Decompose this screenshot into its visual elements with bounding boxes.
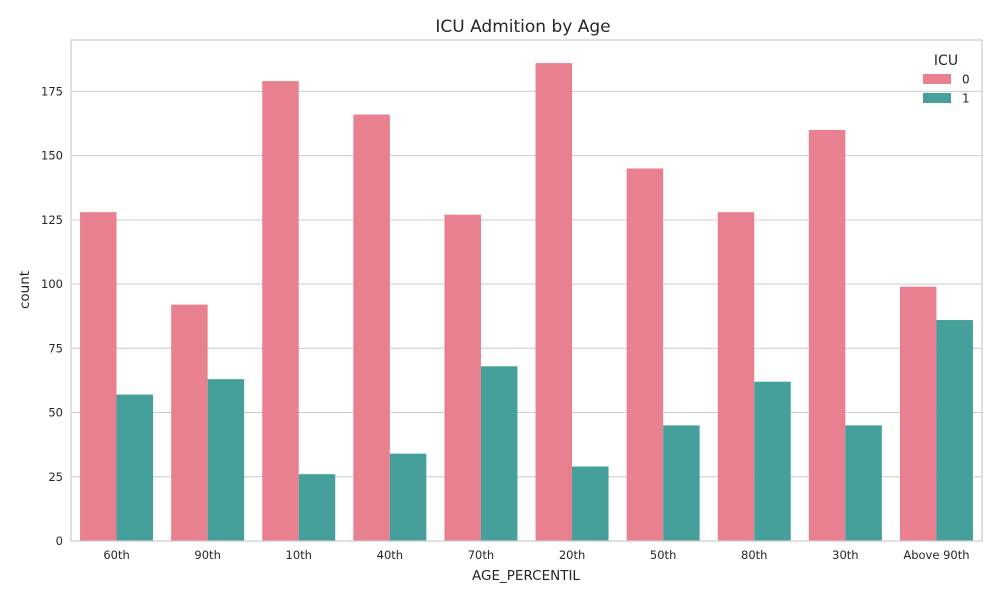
bar-20th-icu-0 bbox=[535, 63, 573, 541]
x-tick-label: 50th bbox=[650, 548, 676, 562]
bar-90th-icu-0 bbox=[171, 304, 208, 541]
x-tick-label: 90th bbox=[194, 548, 220, 562]
bar-30th-icu-0 bbox=[808, 129, 846, 541]
chart-title: ICU Admition by Age bbox=[435, 17, 610, 37]
x-tick-label: 30th bbox=[832, 548, 858, 562]
bar-10th-icu-1 bbox=[298, 474, 336, 541]
legend-title: ICU bbox=[934, 53, 958, 69]
bar-70th-icu-0 bbox=[444, 214, 481, 541]
bar-above-90th-icu-1 bbox=[936, 320, 973, 541]
bars-layer bbox=[80, 63, 973, 541]
bar-60th-icu-1 bbox=[116, 394, 154, 541]
x-tick-label: 10th bbox=[286, 548, 312, 562]
y-tick-label: 50 bbox=[48, 406, 63, 420]
bar-10th-icu-0 bbox=[262, 81, 299, 541]
bar-80th-icu-1 bbox=[754, 381, 791, 541]
x-tick-label: 80th bbox=[741, 548, 767, 562]
bar-40th-icu-1 bbox=[389, 453, 427, 541]
legend-items: 01 bbox=[923, 73, 970, 106]
y-tick-label: 25 bbox=[48, 470, 63, 484]
legend-swatch-0 bbox=[923, 74, 951, 84]
legend-swatch-1 bbox=[923, 93, 951, 103]
bar-90th-icu-1 bbox=[207, 379, 245, 541]
y-tick-label: 125 bbox=[41, 213, 63, 227]
bar-above-90th-icu-0 bbox=[899, 286, 937, 541]
x-axis-label: AGE_PERCENTIL bbox=[472, 568, 580, 584]
frame-layer bbox=[70, 39, 983, 542]
legend-label-0: 0 bbox=[962, 73, 970, 87]
x-tick-label: 40th bbox=[377, 548, 403, 562]
x-tick-label: Above 90th bbox=[903, 548, 969, 562]
ticks-layer: 0 25 50 75 100 125 150 175 60th 90th 10th 40th 70th 2… bbox=[41, 84, 969, 562]
y-tick-label: 175 bbox=[41, 84, 63, 98]
bar-60th-icu-0 bbox=[80, 212, 117, 541]
x-tick-label: 20th bbox=[559, 548, 585, 562]
legend-label-1: 1 bbox=[962, 92, 970, 106]
bar-80th-icu-0 bbox=[717, 212, 755, 541]
y-tick-label: 100 bbox=[41, 277, 63, 291]
plot-frame bbox=[70, 39, 983, 542]
y-axis-label: count bbox=[17, 271, 33, 309]
y-tick-label: 75 bbox=[48, 341, 63, 355]
x-tick-label: 70th bbox=[468, 548, 494, 562]
y-tick-label: 150 bbox=[41, 149, 63, 163]
x-tick-label: 60th bbox=[103, 548, 129, 562]
legend: ICU 01 bbox=[923, 53, 970, 106]
bar-30th-icu-1 bbox=[845, 425, 882, 541]
bar-50th-icu-0 bbox=[626, 168, 664, 541]
bar-40th-icu-0 bbox=[353, 114, 390, 541]
bar-50th-icu-1 bbox=[663, 425, 700, 541]
y-tick-label: 0 bbox=[56, 534, 63, 548]
bar-70th-icu-1 bbox=[480, 366, 518, 541]
bar-20th-icu-1 bbox=[572, 466, 609, 541]
